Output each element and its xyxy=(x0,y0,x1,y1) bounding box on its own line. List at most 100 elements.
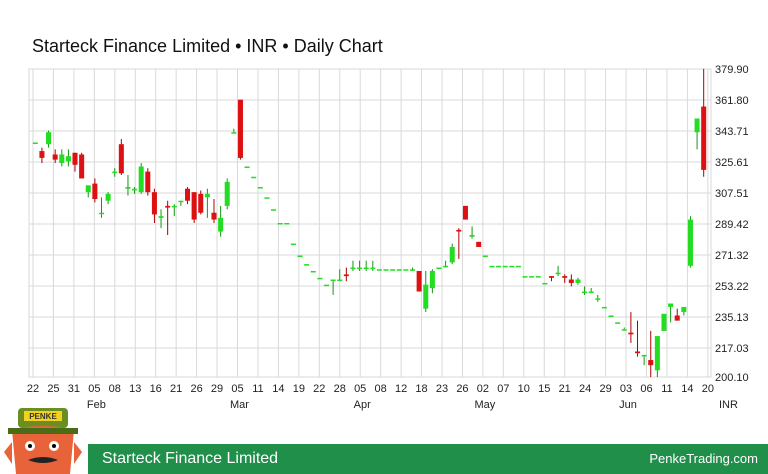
x-tick-label: 11 xyxy=(661,383,672,395)
candle-body xyxy=(582,291,588,294)
candle-body xyxy=(489,265,495,268)
candle xyxy=(529,276,535,278)
candle xyxy=(271,209,277,211)
candle-body xyxy=(297,255,303,258)
candle-body xyxy=(522,276,528,278)
candle xyxy=(317,277,323,280)
candle xyxy=(343,267,349,282)
candle xyxy=(165,200,171,235)
y-tick-label: 235.13 xyxy=(715,312,749,324)
x-tick-label: 26 xyxy=(456,383,468,395)
candle xyxy=(46,130,52,148)
x-tick-label: 13 xyxy=(129,383,141,395)
candle xyxy=(469,226,475,239)
candle-body xyxy=(496,265,502,268)
x-month-label: Feb xyxy=(87,399,106,411)
candle-body xyxy=(357,267,363,270)
candle xyxy=(496,265,502,268)
candle xyxy=(330,279,336,295)
candle-body xyxy=(575,279,581,283)
candle xyxy=(297,255,303,258)
candle-body xyxy=(608,315,614,318)
candle xyxy=(65,149,71,167)
candle xyxy=(522,276,528,278)
x-tick-label: 05 xyxy=(231,383,243,395)
candle xyxy=(396,269,402,271)
x-tick-label: 28 xyxy=(334,383,346,395)
candle-body xyxy=(171,205,177,208)
candle-body xyxy=(271,209,277,211)
candle xyxy=(132,187,138,194)
y-tick-label: 217.03 xyxy=(715,343,749,355)
candle-body xyxy=(542,282,548,285)
candle xyxy=(284,223,290,225)
candle xyxy=(151,188,157,223)
candle xyxy=(628,312,634,343)
candle-body xyxy=(668,303,674,307)
candle xyxy=(429,269,435,294)
candle-body xyxy=(635,351,641,354)
candle xyxy=(562,274,568,283)
x-tick-label: 02 xyxy=(477,383,489,395)
x-tick-label: 06 xyxy=(640,383,652,395)
chart-candles xyxy=(32,68,707,378)
x-month-label: Apr xyxy=(354,399,371,411)
candle xyxy=(112,168,118,177)
y-tick-label: 307.51 xyxy=(715,188,749,200)
x-tick-label: 29 xyxy=(599,383,611,395)
candle-body xyxy=(98,212,104,215)
candle xyxy=(185,187,191,205)
candle xyxy=(681,306,687,316)
footer-site-link[interactable]: PenkeTrading.com xyxy=(649,451,758,466)
candle xyxy=(98,197,104,218)
candle-body xyxy=(277,223,283,225)
x-tick-label: 24 xyxy=(579,383,591,395)
candle-body xyxy=(343,274,349,277)
candle xyxy=(237,99,243,160)
candle-body xyxy=(588,291,594,294)
candle-body xyxy=(363,267,369,270)
candle xyxy=(376,269,382,271)
candle-body xyxy=(165,205,171,208)
candle-body xyxy=(535,276,541,278)
candle-body xyxy=(687,219,693,266)
candle-body xyxy=(244,166,250,168)
candle xyxy=(85,185,91,198)
candle-body xyxy=(443,265,449,268)
candle xyxy=(555,265,561,277)
candle xyxy=(482,255,488,258)
candle xyxy=(423,270,429,313)
candle-body xyxy=(548,276,554,278)
candle-body xyxy=(681,306,687,313)
candle xyxy=(476,241,482,247)
candle xyxy=(138,163,144,194)
candle xyxy=(72,152,78,172)
x-month-label: Jun xyxy=(619,399,637,411)
candle-body xyxy=(151,192,157,215)
candle xyxy=(350,260,356,271)
candle xyxy=(59,149,65,167)
candle-body xyxy=(337,279,343,282)
candle xyxy=(290,243,296,246)
candle xyxy=(416,270,422,292)
candle-body xyxy=(595,298,601,300)
x-tick-label: 31 xyxy=(68,383,80,395)
candle-body xyxy=(621,329,627,331)
candle xyxy=(588,288,594,294)
candle-body xyxy=(416,270,422,292)
candle xyxy=(171,204,177,217)
chart-title: Starteck Finance Limited • INR • Daily C… xyxy=(32,36,383,56)
candle xyxy=(502,265,508,268)
candle xyxy=(323,284,329,287)
candle xyxy=(357,260,363,271)
chart-grid xyxy=(28,68,712,378)
x-tick-label: 29 xyxy=(211,383,223,395)
candle-body xyxy=(615,322,621,324)
candle-body xyxy=(264,197,270,199)
candle-body xyxy=(469,234,475,237)
candle-body xyxy=(641,354,647,357)
x-month-label: Mar xyxy=(230,399,249,411)
x-tick-label: 07 xyxy=(497,383,509,395)
candle xyxy=(515,265,521,268)
candle-body xyxy=(211,212,217,220)
